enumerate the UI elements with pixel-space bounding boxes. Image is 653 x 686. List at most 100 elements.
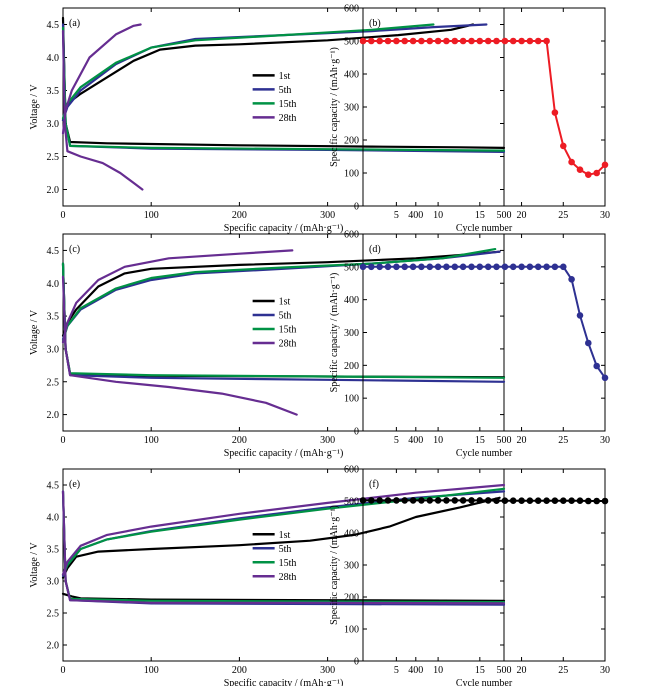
plot-frame [62, 468, 505, 662]
series-1st-discharge-line [61, 16, 506, 149]
x-tick-label: 0 [61, 435, 66, 446]
series-15th-charge-line [61, 23, 435, 120]
y-tick-label: 2.0 [47, 410, 60, 421]
legend-label: 5th [279, 85, 292, 96]
capacity-point [551, 263, 559, 271]
capacity-point [443, 263, 450, 271]
capacity-point [593, 497, 601, 505]
capacity-point [409, 263, 417, 271]
y-tick-label: 600 [344, 465, 359, 476]
x-axis-label: Specific capacity / (mAh·g⁻¹) [224, 223, 344, 234]
series-1st-charge-line [61, 250, 501, 337]
capacity-point [434, 497, 442, 504]
capacity-point [476, 263, 484, 271]
plot-frame [362, 468, 606, 662]
plot-frame [362, 233, 606, 432]
x-tick-label: 200 [232, 665, 247, 676]
y-tick-label: 0 [354, 427, 359, 438]
series-28th-charge-line [61, 249, 294, 344]
legend-label: 15th [279, 558, 297, 569]
series-1st-charge-line [61, 496, 501, 579]
legend-label: 1st [279, 296, 291, 307]
capacity-point [551, 497, 559, 505]
capacity-point [484, 497, 492, 504]
capacity-point [543, 37, 550, 45]
panel-label: (d) [369, 244, 381, 255]
y-tick-label: 4.0 [47, 513, 60, 524]
panel-label: (f) [369, 479, 379, 490]
y-tick-label: 100 [344, 394, 359, 405]
capacity-point [534, 497, 542, 505]
capacity-point [393, 497, 400, 504]
series-1st-charge-line [61, 23, 475, 122]
y-tick-label: 2.5 [47, 609, 60, 620]
x-tick-label: 400 [408, 665, 423, 676]
x-tick-label: 25 [558, 435, 568, 446]
capacity-point [551, 109, 559, 116]
capacity-point [384, 37, 392, 45]
legend-label: 1st [279, 71, 291, 82]
capacity-point [376, 263, 384, 271]
capacity-point [493, 497, 500, 505]
y-tick-label: 3.0 [47, 577, 60, 588]
capacity-point [501, 497, 509, 505]
y-tick-label: 0 [354, 657, 359, 668]
x-tick-label: 0 [61, 665, 66, 676]
panel-label: (c) [69, 244, 80, 255]
y-tick-label: 200 [344, 593, 359, 604]
y-tick-label: 3.5 [47, 545, 60, 556]
y-tick-label: 300 [344, 103, 359, 114]
legend-label: 1st [279, 530, 291, 541]
legend-label: 5th [279, 544, 292, 555]
capacity-point [568, 158, 575, 166]
y-tick-label: 200 [344, 361, 359, 372]
capacity-point [468, 497, 475, 504]
capacity-point [585, 339, 592, 347]
y-tick-label: 2.0 [47, 641, 60, 652]
x-tick-label: 500 [497, 210, 512, 221]
series-28th-charge-line [61, 23, 142, 135]
capacity-point [518, 263, 525, 271]
capacity-point [393, 263, 400, 271]
capacity-point [451, 263, 459, 271]
y-tick-label: 500 [344, 497, 359, 508]
y-tick-label: 4.0 [47, 279, 60, 290]
x-tick-label: 0 [61, 210, 66, 221]
y-tick-label: 100 [344, 625, 359, 636]
x-tick-label: 300 [320, 435, 335, 446]
panel-label: (a) [69, 18, 80, 29]
x-axis-label: Cycle number [456, 448, 513, 459]
capacity-point [543, 263, 550, 271]
series-5th-discharge-line [61, 262, 506, 383]
y-tick-label: 300 [344, 561, 359, 572]
series-28th-charge-line [61, 483, 506, 576]
capacity-point [443, 37, 450, 45]
x-tick-label: 10 [433, 210, 443, 221]
capacity-point [376, 37, 384, 45]
capacity-point [501, 263, 509, 271]
capacity-point [576, 166, 584, 173]
x-tick-label: 15 [475, 210, 485, 221]
capacity-point [359, 37, 367, 45]
capacity-point [418, 263, 425, 271]
y-tick-label: 2.5 [47, 377, 60, 388]
capacity-point [601, 161, 609, 169]
plot-frame [62, 7, 505, 207]
capacity-point [376, 497, 384, 504]
capacity-point [493, 37, 500, 45]
y-axis-label: Voltage / V [29, 84, 40, 130]
capacity-point [418, 37, 425, 45]
capacity-point [585, 171, 592, 178]
y-axis-label: Specific capacity / (mAh·g⁻¹) [329, 505, 340, 625]
x-tick-label: 300 [320, 665, 335, 676]
capacity-point [568, 497, 575, 505]
y-tick-label: 400 [344, 295, 359, 306]
y-tick-label: 4.5 [47, 246, 60, 257]
y-axis-label: Specific capacity / (mAh·g⁻¹) [329, 47, 340, 167]
capacity-point [359, 263, 367, 271]
capacity-point [601, 374, 609, 382]
y-tick-label: 0 [354, 202, 359, 213]
legend-label: 15th [279, 99, 297, 110]
capacity-point [576, 497, 584, 505]
